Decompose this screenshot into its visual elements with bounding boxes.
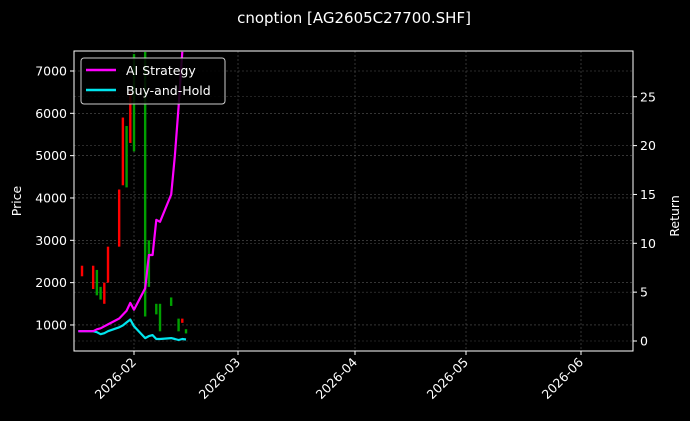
y-right-tick-label: 15 bbox=[640, 187, 656, 202]
candle-2026-02-05 bbox=[155, 303, 158, 315]
plot-frame bbox=[73, 50, 634, 352]
legend-label-buy-and-hold: Buy-and-Hold bbox=[126, 83, 211, 98]
legend-box bbox=[80, 57, 226, 105]
candle-2026-02-11 bbox=[177, 318, 180, 332]
candle-2026-02-06 bbox=[158, 303, 162, 332]
candle-2026-01-21 bbox=[99, 286, 102, 300]
y-axis-left: 1000 2000 3000 4000 5000 6000 7000 bbox=[35, 63, 74, 332]
y-left-tick-label: 2000 bbox=[35, 275, 67, 290]
y-right-tick-label: 25 bbox=[640, 89, 656, 104]
candle-2026-01-16 bbox=[80, 265, 84, 277]
grid-lines bbox=[74, 51, 633, 351]
candle-2026-02-02 bbox=[143, 51, 147, 317]
y-axis-right-label: Return bbox=[667, 195, 682, 236]
legend-label-ai-strategy: AI Strategy bbox=[126, 63, 196, 78]
chart-title: cnoption [AG2605C27700.SHF] bbox=[237, 9, 471, 27]
y-left-tick-label: 1000 bbox=[35, 317, 67, 332]
candle-2026-02-12 bbox=[181, 318, 184, 323]
candle-2026-01-20 bbox=[95, 269, 99, 296]
line-buy-and-hold bbox=[78, 318, 187, 342]
y-right-tick-label: 5 bbox=[640, 285, 648, 300]
candle-2026-01-26 bbox=[117, 189, 121, 247]
line-ai-strategy bbox=[78, 51, 184, 333]
candle-2026-01-22 bbox=[103, 282, 106, 304]
legend: AI Strategy Buy-and-Hold bbox=[80, 57, 226, 105]
y-right-tick-label: 20 bbox=[640, 138, 656, 153]
candle-2026-02-09 bbox=[169, 297, 173, 306]
y-right-tick-label: 0 bbox=[640, 334, 648, 349]
y-left-tick-label: 7000 bbox=[35, 63, 67, 78]
y-right-tick-label: 10 bbox=[640, 236, 656, 251]
candle-2026-01-27 bbox=[121, 117, 125, 186]
candle-2026-02-13 bbox=[184, 329, 188, 334]
y-axis-left-label: Price bbox=[9, 185, 24, 216]
y-left-tick-label: 3000 bbox=[35, 233, 67, 248]
y-left-tick-label: 4000 bbox=[35, 190, 67, 205]
candle-2026-01-28 bbox=[125, 126, 128, 188]
candle-2026-01-29 bbox=[129, 92, 132, 143]
candle-2026-01-23 bbox=[106, 246, 110, 283]
candle-2026-01-19 bbox=[91, 265, 95, 289]
y-axis-right: 0 5 10 15 20 25 bbox=[633, 89, 656, 349]
return-lines bbox=[78, 51, 187, 342]
y-left-tick-label: 6000 bbox=[35, 106, 67, 121]
y-left-tick-label: 5000 bbox=[35, 148, 67, 163]
